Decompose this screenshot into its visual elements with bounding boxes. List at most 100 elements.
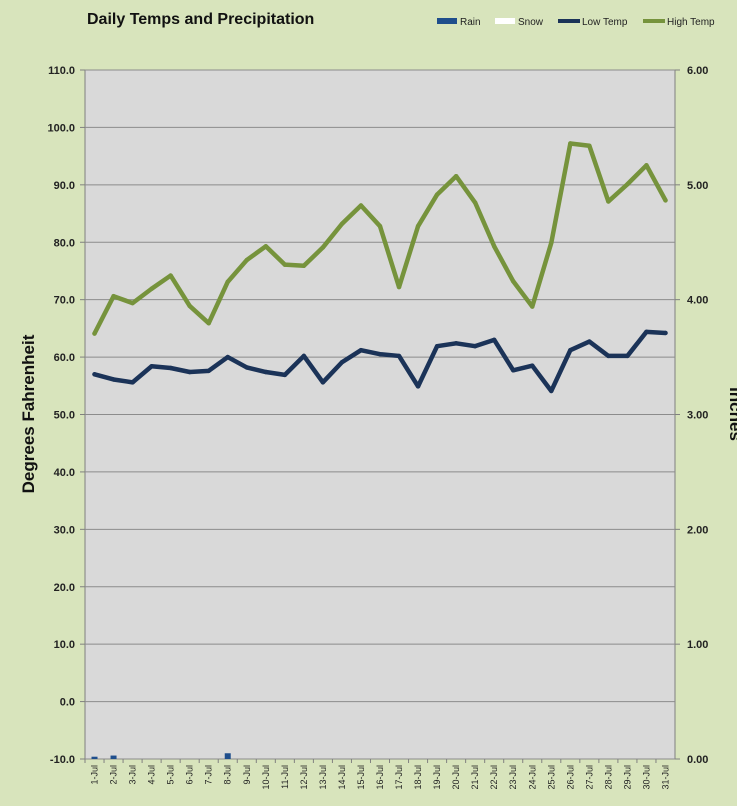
y-tick-label: 20.0 [54,582,75,594]
low-temp-point [339,360,345,365]
y2-tick-label: 0.00 [687,754,708,766]
rain-bar [91,756,98,759]
y2-tick-label: 6.00 [687,65,708,77]
high-temp-point [587,143,592,148]
high-temp-point [396,284,402,290]
y2-axis-title: Inches [726,387,737,441]
x-tick-label: 21-Jul [470,765,480,790]
precipitation-bars [91,753,231,759]
x-tick-label: 12-Jul [299,765,309,790]
high-temp-point [625,182,630,187]
low-temp-point [301,353,307,359]
low-temp-point [511,368,516,373]
low-temp-point [549,388,554,394]
legend-label-snow: Snow [518,17,544,28]
high-temp-point [434,192,440,197]
high-temp-point [568,141,573,146]
high-temp-point [301,263,307,268]
low-temp-point [282,372,288,378]
high-temp-point [263,244,269,249]
high-temp-point [149,286,154,291]
legend: Rain Snow Low Temp High Temp [437,17,715,28]
legend-label-high-temp: High Temp [667,17,715,28]
low-temp-point [111,377,116,382]
high-temp-point [530,304,535,309]
low-temp-point [187,369,192,375]
y2-tick-label: 1.00 [687,639,708,651]
low-temp-point [244,365,249,370]
low-temp-point [472,343,478,349]
low-temp-point [92,372,97,377]
x-tick-label: 20-Jul [451,765,461,790]
x-tick-label: 13-Jul [318,765,328,790]
high-temp-point [92,331,97,336]
x-tick-label: 7-Jul [204,765,214,785]
y2-tick-label: 3.00 [687,410,708,422]
low-temp-point [491,337,497,343]
x-tick-label: 27-Jul [584,765,594,790]
high-temp-point [282,262,288,267]
y-tick-label: 70.0 [54,295,75,307]
high-temp-point [358,203,364,208]
high-temp-point [472,200,478,205]
x-tick-label: 14-Jul [337,765,347,790]
x-tick-label: 8-Jul [223,765,233,785]
high-temp-point [225,279,230,285]
axes: 110.0 100.0 90.0 80.0 70.0 60.0 50.0 40.0 30.0 20… [47,65,708,790]
y-tick-label: 90.0 [54,180,75,192]
y-axis-title: Degrees Fahrenheit [19,334,38,493]
legend-swatch-snow [495,18,515,24]
y-tick-label: 40.0 [54,467,75,479]
x-tick-label: 2-Jul [109,765,119,785]
y-tick-label: 0.0 [60,697,75,709]
high-temp-point [491,244,497,249]
low-temp-point [434,343,440,349]
high-temp-point [111,294,116,299]
legend-swatch-rain [437,18,457,24]
low-temp-point [606,353,611,359]
x-tick-label: 25-Jul [546,765,556,790]
high-temp-point [549,240,554,246]
x-tick-label: 16-Jul [375,765,385,790]
y-tick-label: 110.0 [48,65,75,77]
low-temp-point [225,354,230,360]
high-temp-point [377,223,383,229]
x-tick-label: 26-Jul [565,765,575,790]
low-temp-point [130,380,135,385]
high-temp-point [168,273,173,278]
y-tick-label: -10.0 [50,754,75,766]
high-temp-point [339,221,345,227]
x-tick-label: 30-Jul [641,765,651,790]
high-temp-point [453,174,459,179]
low-temp-point [396,353,402,359]
x-tick-label: 31-Jul [660,765,670,790]
y-tick-label: 60.0 [54,352,75,364]
low-temp-point [625,353,630,359]
high-temp-point [663,198,668,203]
low-temp-point [587,339,592,344]
low-temp-point [663,330,668,336]
y-tick-label: 80.0 [54,237,75,249]
x-tick-label: 11-Jul [280,765,290,789]
y2-tick-label: 2.00 [687,524,708,536]
x-tick-label: 10-Jul [261,765,271,790]
low-temp-point [415,384,421,389]
low-temp-point [377,352,383,357]
high-temp-point [206,321,211,326]
gridlines [85,69,675,760]
x-tick-label: 9-Jul [242,765,252,785]
x-tick-label: 18-Jul [413,765,423,790]
chart-title: Daily Temps and Precipitation [87,11,314,28]
legend-label-rain: Rain [460,17,481,28]
y-tick-label: 30.0 [54,524,75,536]
y-tick-label: 10.0 [54,639,75,651]
low-temp-point [149,364,154,369]
y2-tick-label: 5.00 [687,180,708,192]
x-tick-label: 3-Jul [128,765,138,785]
x-tick-label: 28-Jul [603,765,613,790]
low-temp-point [358,347,364,353]
x-tick-label: 23-Jul [508,765,518,790]
high-temp-point [187,303,192,309]
